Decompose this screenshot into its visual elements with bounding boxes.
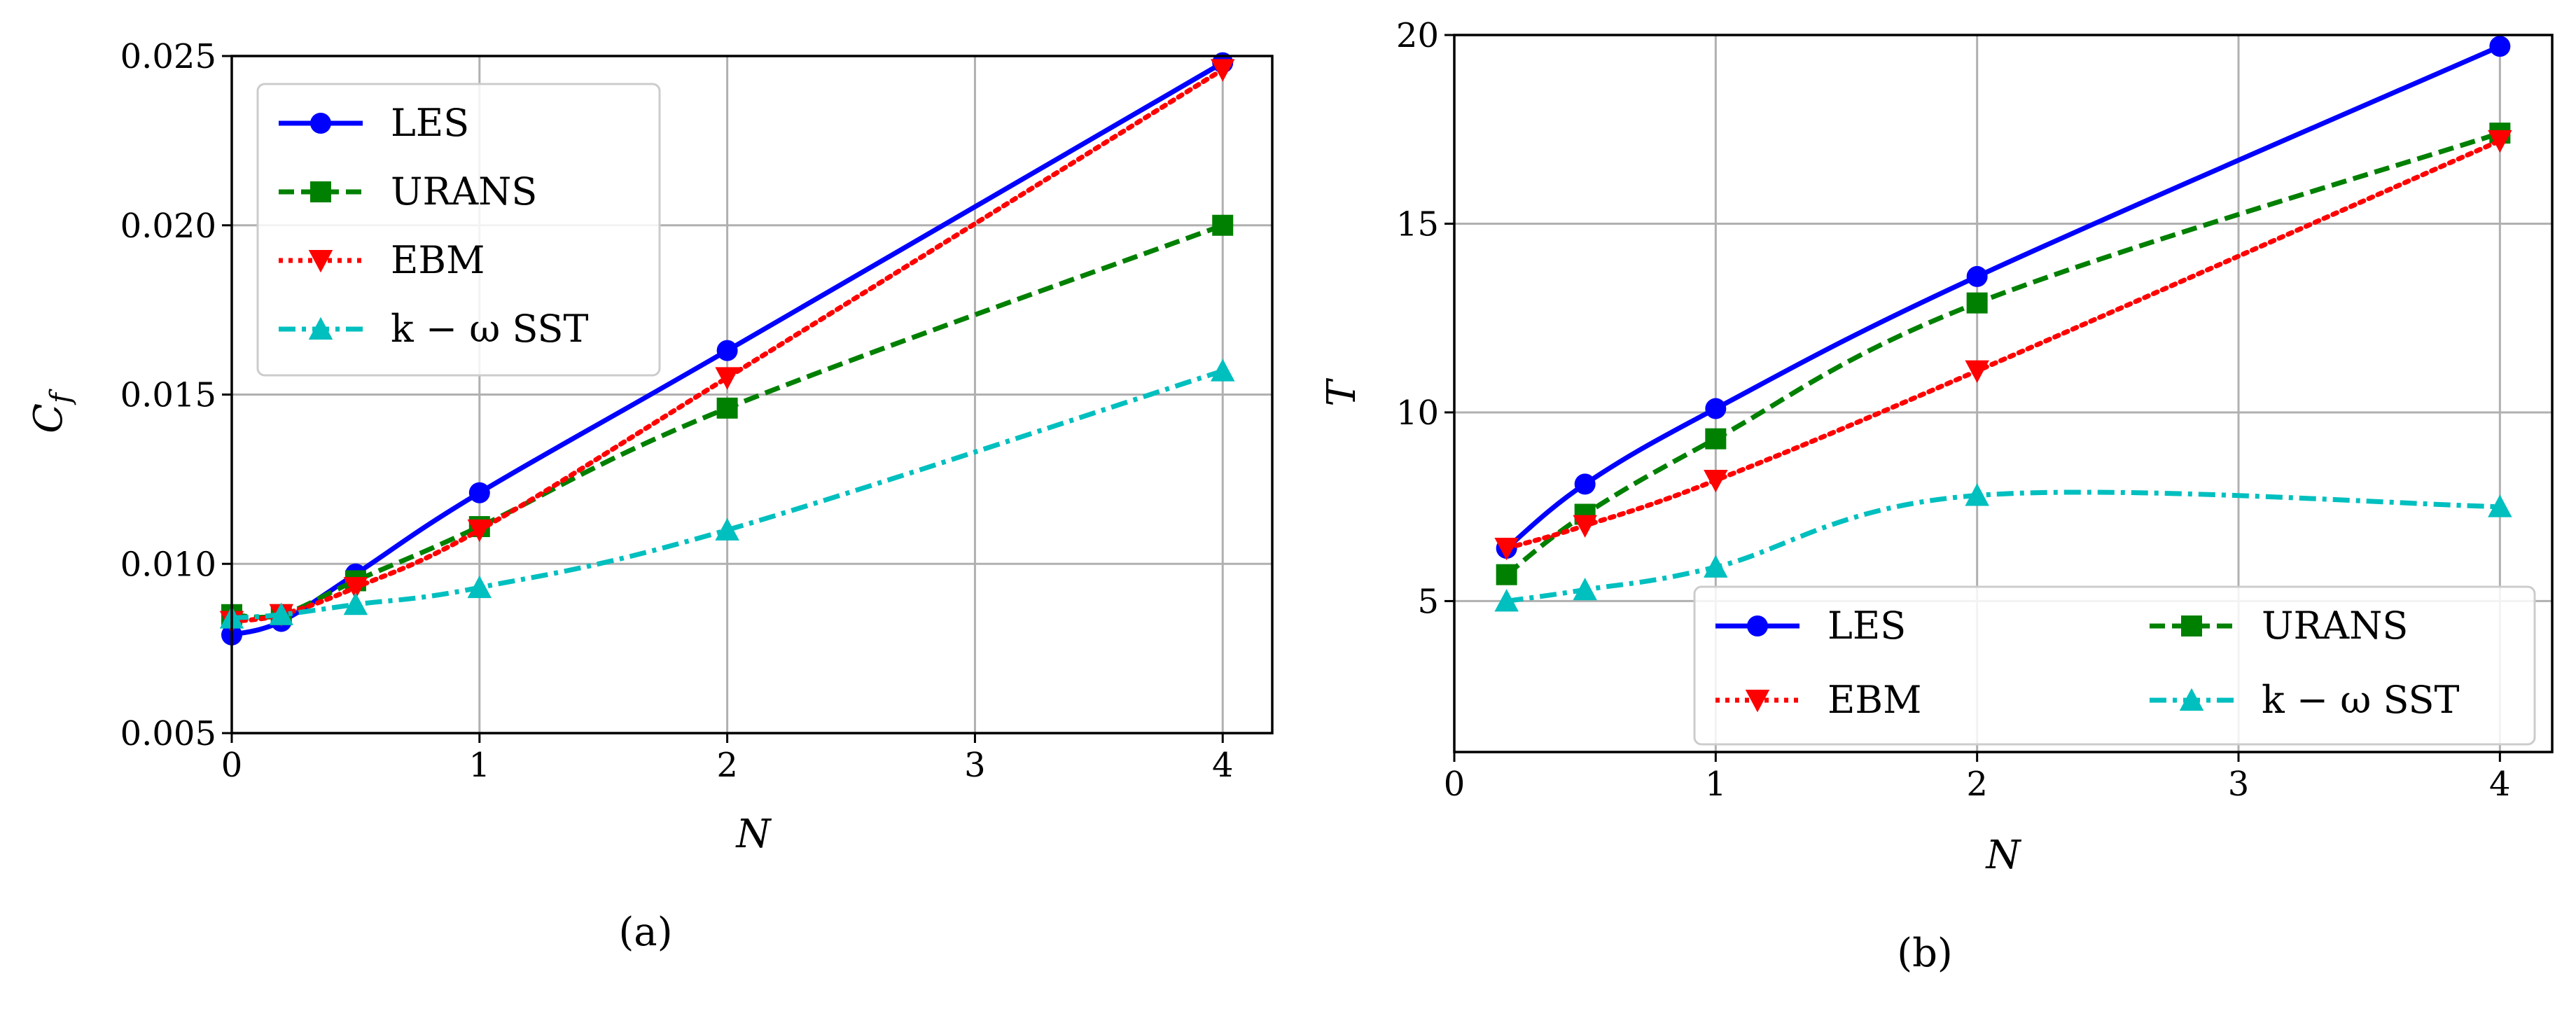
panel-b-series-ebm-point	[1965, 360, 1989, 383]
panel-a-x-axis-label: N	[735, 812, 772, 857]
panel-a-y-label-sub: f	[45, 389, 77, 405]
panel-b-caption: (b)	[1897, 931, 1953, 976]
panel-b-legend-urans-label: URANS	[2262, 604, 2408, 648]
panel-a-x-tick-label: 0	[221, 746, 243, 785]
panel-a-series-les-point	[468, 482, 490, 503]
panel-b-series-ebm-point	[1704, 469, 1728, 493]
panel-b-legend-ebm-marker	[1745, 690, 1770, 713]
panel-b-series-les-point	[1966, 265, 1988, 287]
panel-a-y-tick-label: 0.025	[120, 37, 216, 76]
panel-a-series-sst-point	[343, 592, 368, 615]
panel-b-legend-les-marker	[1747, 615, 1768, 636]
panel-b-series	[1494, 36, 2512, 612]
panel-b-y-tick-label: 20	[1396, 16, 1439, 55]
panel-a-caption: (a)	[618, 910, 672, 955]
panel-b-series-sst-point	[1965, 483, 1989, 506]
panel-b-series-sst-line	[1506, 489, 2500, 604]
panel-b-y-tick-label: 5	[1417, 582, 1439, 621]
panel-a-series-sst-point	[269, 602, 294, 625]
panel-a-legend: LES URANS EBM k − ω SST	[256, 83, 661, 377]
panel-b-series-les-point	[2489, 36, 2511, 57]
panel-b-chart: 0 1 2 3 4 5 10 15 20 N T LES URANS EBM k − ω SST (…	[1319, 16, 2554, 976]
panel-a-x-tick-label: 4	[1212, 746, 1234, 785]
panel-b-series-ebm-point	[1573, 515, 1597, 538]
panel-b-series-sst-point	[1494, 589, 1519, 612]
panel-a-series-sst-point	[715, 517, 739, 541]
panel-b-legend-sst-marker	[2179, 688, 2204, 711]
panel-a-series-ebm-point	[715, 367, 739, 390]
panel-b-series-ebm-point	[1494, 537, 1519, 561]
panel-a-x-ticks: 0 1 2 3 4	[221, 733, 1234, 785]
panel-a-series-ebm-point	[343, 577, 368, 600]
panel-a-legend-urans-label: URANS	[391, 169, 537, 214]
panel-a-series-ebm-point	[467, 519, 492, 543]
panel-b-y-axis-label: T	[1319, 378, 1365, 407]
panel-a-y-axis-label: Cf	[26, 389, 77, 433]
panel-a-series-sst-point	[1210, 359, 1235, 382]
panel-b-x-axis-label: N	[1985, 833, 2022, 878]
panel-a-series-les-point	[716, 340, 738, 361]
panel-b-x-ticks: 0 1 2 3 4	[1444, 752, 2511, 804]
panel-b-series-les-point	[1705, 398, 1727, 419]
panel-a-legend-ebm-marker	[308, 250, 333, 273]
panel-b-legend-ebm-label: EBM	[1827, 678, 1921, 722]
panel-b-series-sst-point	[2488, 494, 2512, 517]
panel-b-series-urans-point	[1966, 292, 1988, 314]
panel-b-x-tick-label: 3	[2228, 765, 2250, 804]
panel-b-legend-les-label: LES	[1827, 604, 1906, 648]
panel-b-x-tick-label: 2	[1966, 765, 1988, 804]
panel-a-series-sst-line	[231, 368, 1224, 621]
panel-a-series-urans-point	[1212, 214, 1234, 236]
panel-a-series-ebm-point	[1210, 59, 1235, 82]
panel-a-series-ebm-line	[229, 67, 1225, 624]
panel-a-chart: 0 1 2 3 4 0.005 0.010 0.015 0.020 0.025 N Cf LES…	[26, 37, 1274, 955]
panel-b-series-les-point	[1574, 473, 1596, 495]
panel-b-frame	[1453, 34, 2554, 753]
panel-a-x-tick-label: 2	[716, 746, 738, 785]
panel-a-x-tick-label: 1	[469, 746, 491, 785]
panel-b-legend: LES URANS EBM k − ω SST	[1693, 585, 2536, 746]
panel-a-y-tick-label: 0.015	[120, 376, 216, 415]
panel-b-series-urans-point	[1705, 428, 1727, 450]
panel-b-legend-box	[1693, 585, 2536, 746]
panel-a-legend-les-label: LES	[391, 101, 469, 145]
panel-a-legend-urans-marker	[310, 181, 331, 202]
panel-b-legend-sst-label: k − ω SST	[2262, 678, 2460, 722]
panel-a-y-ticks: 0.005 0.010 0.015 0.020 0.025	[120, 37, 232, 753]
panel-b-series-sst-point	[1573, 578, 1597, 601]
panel-a-y-tick-label: 0.010	[120, 545, 216, 584]
panel-a-series-sst-point	[467, 575, 492, 599]
panel-b-x-tick-label: 4	[2489, 765, 2511, 804]
panel-b-series-ebm-point	[2488, 130, 2512, 153]
panel-b-x-tick-label: 1	[1705, 765, 1727, 804]
panel-b-legend-urans-marker	[2181, 615, 2202, 636]
panel-a-legend-ebm-label: EBM	[391, 238, 485, 282]
panel-a-y-label-main: C	[26, 403, 71, 433]
panel-a-legend-box	[256, 83, 661, 377]
panel-b-series-urans-point	[1496, 564, 1517, 585]
panel-a-y-tick-label: 0.020	[120, 207, 216, 246]
panel-a-legend-sst-marker	[308, 316, 333, 340]
panel-a-legend-sst-label: k − ω SST	[391, 307, 589, 351]
panel-a-legend-les-marker	[310, 113, 331, 134]
panel-b-x-tick-label: 0	[1444, 765, 1465, 804]
panel-a-y-tick-label: 0.005	[120, 714, 216, 753]
panel-b-series-sst-point	[1704, 555, 1728, 578]
panel-b-series-ebm-line	[1504, 138, 2502, 551]
panel-b-y-ticks: 5 10 15 20	[1396, 16, 1454, 621]
panel-b-y-tick-label: 10	[1396, 394, 1439, 433]
panel-a-series-urans-point	[716, 397, 738, 419]
panel-a-x-tick-label: 3	[964, 746, 986, 785]
panel-b-series-urans-line	[1505, 130, 2501, 577]
panel-b-y-tick-label: 15	[1396, 204, 1439, 244]
